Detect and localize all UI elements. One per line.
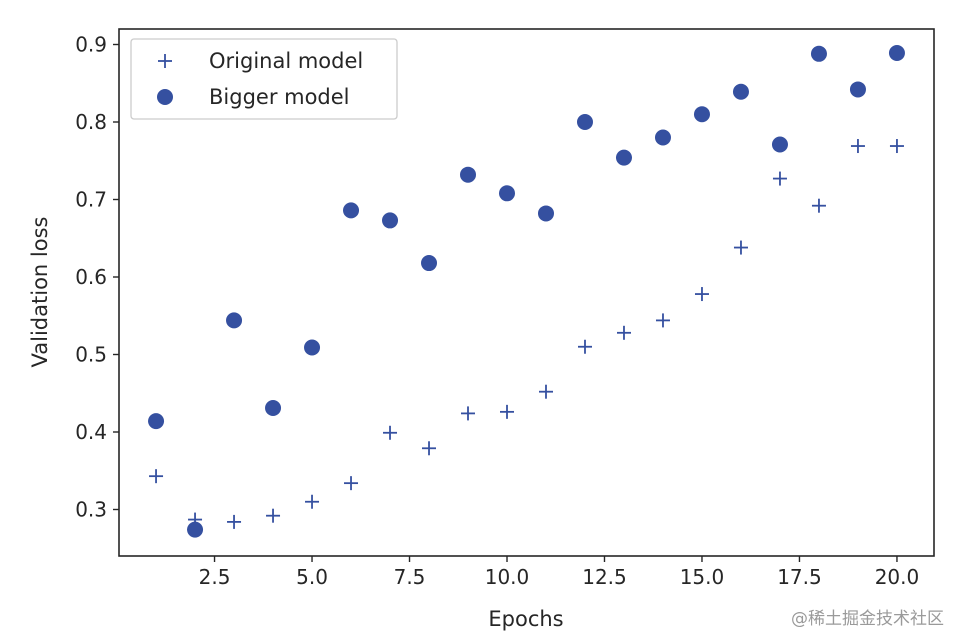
data-point bbox=[616, 325, 631, 340]
series-bigger-model bbox=[148, 45, 905, 538]
data-point bbox=[149, 469, 164, 484]
data-point bbox=[343, 202, 360, 219]
data-point bbox=[461, 406, 476, 421]
data-point bbox=[655, 313, 670, 328]
x-tick-label: 15.0 bbox=[680, 565, 725, 589]
data-point bbox=[771, 136, 788, 153]
y-tick-label: 0.6 bbox=[75, 265, 107, 289]
x-tick-label: 12.5 bbox=[582, 565, 627, 589]
y-tick-label: 0.8 bbox=[75, 110, 107, 134]
data-point bbox=[305, 494, 320, 509]
x-axis-label: Epochs bbox=[488, 607, 563, 631]
y-tick-label: 0.3 bbox=[75, 498, 107, 522]
data-point bbox=[382, 212, 399, 229]
y-axis-ticks: 0.3 0.4 0.5 0.6 0.7 0.8 0.9 bbox=[75, 33, 119, 522]
x-tick-label: 7.5 bbox=[394, 565, 426, 589]
legend-label: Original model bbox=[209, 49, 363, 73]
data-point bbox=[383, 425, 398, 440]
y-tick-label: 0.5 bbox=[75, 343, 107, 367]
legend-box bbox=[130, 38, 398, 120]
data-point bbox=[499, 185, 516, 202]
data-point bbox=[226, 312, 243, 329]
data-point bbox=[888, 45, 905, 62]
data-point bbox=[693, 106, 710, 123]
y-tick-label: 0.9 bbox=[75, 33, 107, 57]
data-series bbox=[148, 45, 905, 538]
plot-area bbox=[118, 28, 935, 557]
data-point bbox=[733, 240, 748, 255]
data-point bbox=[576, 114, 593, 130]
data-point bbox=[421, 255, 438, 272]
x-tick-label: 2.5 bbox=[199, 565, 231, 589]
legend-marker-plus bbox=[158, 54, 172, 68]
data-point bbox=[577, 339, 592, 354]
watermark: @稀土掘金技术社区 bbox=[791, 609, 944, 629]
data-point bbox=[266, 508, 281, 523]
data-point bbox=[227, 514, 242, 529]
x-axis-ticks: 2.5 5.0 7.5 10.0 12.5 15.0 17.5 20.0 bbox=[199, 556, 920, 589]
data-point bbox=[694, 287, 709, 302]
x-tick-label: 5.0 bbox=[296, 565, 328, 589]
data-point bbox=[187, 521, 204, 538]
legend: Original model Bigger model bbox=[130, 38, 398, 120]
data-point bbox=[811, 198, 826, 213]
y-tick-label: 0.4 bbox=[75, 420, 107, 444]
x-tick-label: 20.0 bbox=[875, 565, 920, 589]
data-point bbox=[850, 139, 865, 154]
data-point bbox=[304, 339, 321, 356]
data-point bbox=[537, 205, 554, 222]
data-point bbox=[344, 476, 359, 491]
series-original-model bbox=[149, 139, 904, 529]
y-axis-label: Validation loss bbox=[28, 217, 52, 368]
data-point bbox=[422, 441, 437, 456]
x-tick-label: 17.5 bbox=[777, 565, 822, 589]
data-point bbox=[460, 166, 477, 183]
data-point bbox=[615, 149, 632, 166]
data-point bbox=[810, 45, 827, 62]
data-point bbox=[772, 171, 787, 186]
legend-marker-dot bbox=[157, 89, 173, 105]
data-point bbox=[500, 404, 515, 419]
data-point bbox=[849, 81, 866, 98]
data-point bbox=[889, 139, 904, 154]
x-tick-label: 10.0 bbox=[485, 565, 530, 589]
data-point bbox=[538, 384, 553, 399]
data-point bbox=[265, 399, 282, 416]
data-point bbox=[148, 413, 165, 430]
y-tick-label: 0.7 bbox=[75, 188, 107, 212]
legend-label: Bigger model bbox=[209, 85, 350, 109]
data-point bbox=[732, 83, 749, 100]
data-point bbox=[654, 129, 671, 146]
